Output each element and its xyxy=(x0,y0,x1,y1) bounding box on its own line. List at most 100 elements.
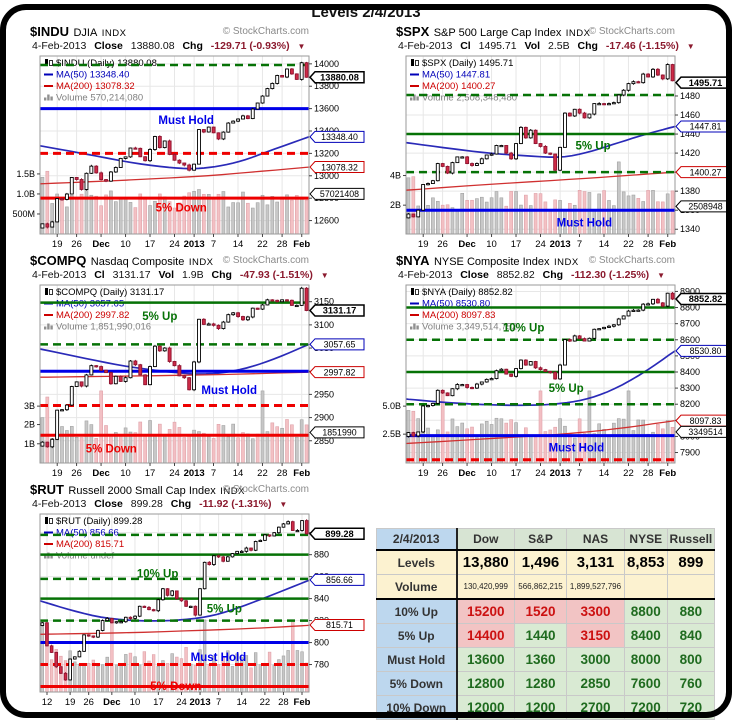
svg-text:19: 19 xyxy=(418,239,429,250)
svg-text:24: 24 xyxy=(176,697,187,708)
close-value: 3131.17 xyxy=(112,269,151,281)
svg-text:8400: 8400 xyxy=(680,367,700,377)
svg-text:Feb: Feb xyxy=(659,239,676,250)
ticker-symbol: $COMPQ xyxy=(30,253,87,268)
svg-text:14000: 14000 xyxy=(314,59,339,69)
col-header-nas: NAS xyxy=(566,528,625,551)
svg-text:12: 12 xyxy=(42,697,53,708)
quote-date: 4-Feb-2013 xyxy=(32,40,87,52)
index-name: Nasdaq Composite xyxy=(90,256,185,268)
svg-text:8800: 8800 xyxy=(680,303,700,313)
svg-text:24: 24 xyxy=(169,239,180,250)
svg-text:19: 19 xyxy=(52,468,63,479)
volume-value: 1,899,527,796 xyxy=(566,574,625,600)
svg-text:10: 10 xyxy=(486,239,497,250)
svg-text:Volume 3,349,514,752: Volume 3,349,514,752 xyxy=(422,322,517,333)
svg-text:MA(200) 8097.83: MA(200) 8097.83 xyxy=(422,310,495,321)
down-triangle-icon: ▼ xyxy=(297,42,306,51)
close-label: Close xyxy=(94,498,123,510)
close-value: 8852.82 xyxy=(496,269,535,281)
svg-text:Volume undef: Volume undef xyxy=(56,551,114,562)
svg-text:22: 22 xyxy=(257,239,268,250)
svg-text:22: 22 xyxy=(260,697,271,708)
level-value: 14400 xyxy=(456,623,515,648)
level-value: 840 xyxy=(666,623,716,648)
row-label: Levels xyxy=(376,549,458,575)
svg-text:1447.81: 1447.81 xyxy=(690,122,722,132)
svg-text:24: 24 xyxy=(169,468,180,479)
candlesticks xyxy=(40,61,309,229)
svg-text:800: 800 xyxy=(314,638,329,648)
svg-text:14: 14 xyxy=(233,468,244,479)
level-value: 1200 xyxy=(514,695,567,720)
svg-text:1420: 1420 xyxy=(680,148,700,158)
svg-text:2850: 2850 xyxy=(314,436,334,446)
svg-text:3100: 3100 xyxy=(314,320,334,330)
col-header-sp: S&P xyxy=(514,528,567,551)
svg-text:14: 14 xyxy=(599,239,610,250)
x-axis: 19 26 Dec 10 17 24 2013 7 14 22 28 Feb xyxy=(52,463,310,479)
candlesticks xyxy=(40,519,309,681)
svg-text:500M: 500M xyxy=(12,209,35,219)
level-lines xyxy=(40,63,309,200)
chart-quote-row: 4-Feb-2013 Cl 1495.71 Vol 2.5B Chg -17.4… xyxy=(366,39,732,53)
svg-text:856.66: 856.66 xyxy=(326,575,353,585)
svg-text:1B: 1B xyxy=(24,439,35,449)
svg-text:2.5B: 2.5B xyxy=(382,429,401,439)
table-row-5pct-up: 5% Up 14400 1440 3150 8400 840 xyxy=(376,623,716,648)
volume-axis: 1B 2B 3B xyxy=(24,401,40,449)
svg-text:10: 10 xyxy=(120,468,131,479)
svg-text:5% Down: 5% Down xyxy=(86,444,137,456)
x-axis: 12 19 26 Dec 10 17 24 2013 7 14 22 28 Feb xyxy=(42,692,311,708)
x-axis: 19 26 Dec 10 17 24 2013 7 14 22 28 Feb xyxy=(52,234,310,250)
exchange-label: INDX xyxy=(553,257,579,268)
svg-text:Dec: Dec xyxy=(92,239,109,250)
chg-label: Chg xyxy=(211,269,232,281)
svg-text:8530.80: 8530.80 xyxy=(690,346,722,356)
svg-text:1440: 1440 xyxy=(680,129,700,139)
svg-text:$RUT (Daily) 899.28: $RUT (Daily) 899.28 xyxy=(56,516,142,527)
svg-text:Feb: Feb xyxy=(294,697,311,708)
svg-text:7900: 7900 xyxy=(680,448,700,458)
svg-text:2013: 2013 xyxy=(550,468,571,479)
svg-text:8700: 8700 xyxy=(680,319,700,329)
volume-bars xyxy=(40,619,309,693)
svg-text:840: 840 xyxy=(314,594,329,604)
svg-text:19: 19 xyxy=(52,239,63,250)
vol-label: Vol xyxy=(524,40,541,52)
svg-text:28: 28 xyxy=(277,239,288,250)
table-date-header: 2/4/2013 xyxy=(376,528,458,551)
svg-text:MA(200) 1400.27: MA(200) 1400.27 xyxy=(422,81,495,92)
chart-panel-indu: $INDU DJIA INDX © StockCharts.com 4-Feb-… xyxy=(0,24,366,253)
level-value: 7600 xyxy=(624,671,668,696)
ma200-line xyxy=(40,371,310,378)
svg-text:17: 17 xyxy=(145,468,156,479)
svg-text:Dec: Dec xyxy=(92,468,109,479)
svg-text:8900: 8900 xyxy=(680,286,700,296)
svg-text:2950: 2950 xyxy=(314,389,334,399)
close-label: Cl xyxy=(460,40,471,52)
copyright-label: © StockCharts.com xyxy=(588,26,675,37)
volume-bars xyxy=(406,390,675,464)
chg-value: -129.71 (-0.93%) xyxy=(210,40,290,52)
chart-title-row: $RUT Russell 2000 Small Cap Index INDX ©… xyxy=(0,482,366,497)
level-value: 1360 xyxy=(514,647,567,672)
level-value: 1,496 xyxy=(514,549,567,575)
level-value: 3,131 xyxy=(566,549,625,575)
svg-text:28: 28 xyxy=(643,468,654,479)
level-value: 1520 xyxy=(514,598,567,624)
ticker-symbol: $INDU xyxy=(30,24,70,39)
row-label: Must Hold xyxy=(376,647,458,672)
svg-text:14: 14 xyxy=(233,239,244,250)
svg-text:2900: 2900 xyxy=(314,413,334,423)
svg-text:24: 24 xyxy=(535,468,546,479)
row-label: 10% Up xyxy=(376,598,458,624)
volume-axis: 500M 1.0B 1.5B xyxy=(12,169,40,219)
svg-text:2997.82: 2997.82 xyxy=(324,367,356,377)
svg-text:26: 26 xyxy=(71,239,82,250)
svg-text:2B: 2B xyxy=(24,420,35,430)
plot-background xyxy=(40,514,309,692)
level-annotations: 10% Up 5% Up Must Hold xyxy=(503,323,604,455)
svg-text:57021408: 57021408 xyxy=(320,189,359,199)
